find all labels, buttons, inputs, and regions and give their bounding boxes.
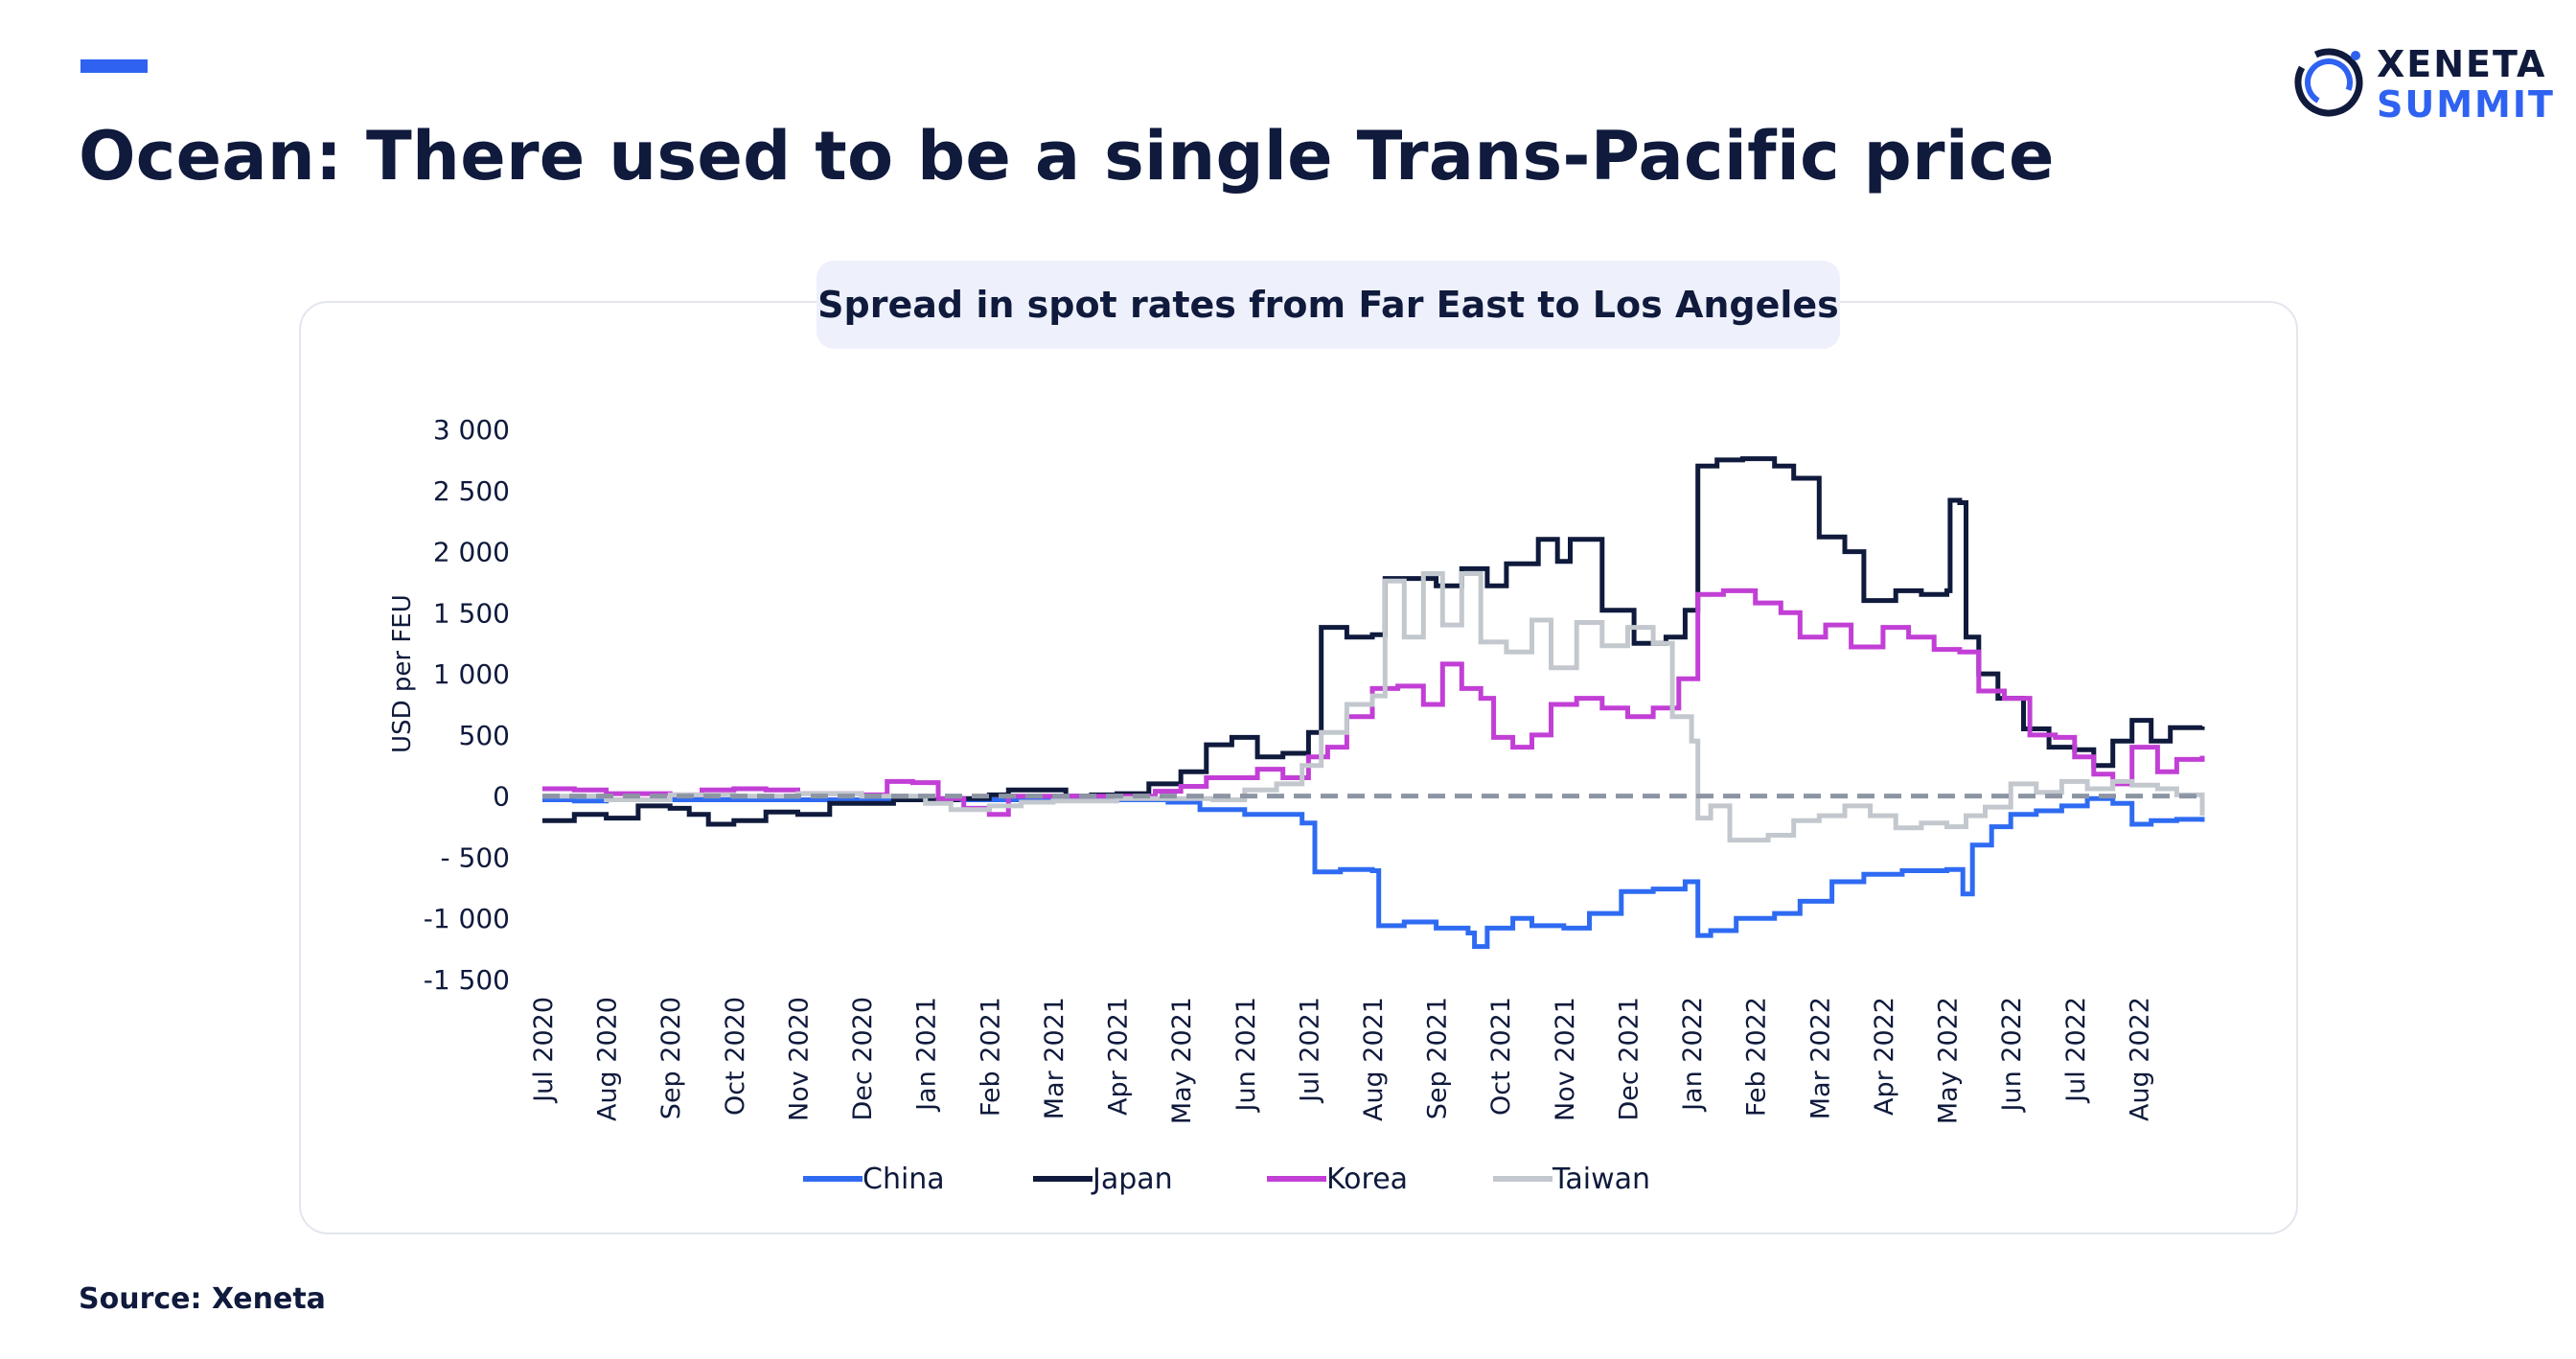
x-tick-label: Aug 2020 — [593, 997, 623, 1121]
x-tick-label: Jan 2022 — [1678, 997, 1708, 1113]
chart-title: Spread in spot rates from Far East to Lo… — [817, 284, 1839, 326]
x-tick-label: Sep 2020 — [656, 997, 686, 1119]
accent-bar — [80, 59, 148, 73]
chart-title-pill: Spread in spot rates from Far East to Lo… — [816, 261, 1840, 349]
y-tick-label: -1 000 — [424, 903, 510, 934]
y-tick-label: -1 500 — [424, 964, 510, 996]
y-tick-label: 3 000 — [433, 414, 510, 446]
y-tick-label: 500 — [459, 720, 510, 751]
x-tick-label: Jan 2021 — [912, 997, 942, 1113]
x-tick-label: Jul 2022 — [2061, 997, 2091, 1104]
x-tick-label: Oct 2021 — [1486, 997, 1516, 1116]
logo-ring-icon — [2294, 48, 2363, 117]
x-tick-label: May 2022 — [1934, 997, 1964, 1124]
x-tick-label: Aug 2021 — [1359, 997, 1389, 1121]
legend-label-taiwan: Taiwan — [1552, 1163, 1650, 1196]
x-tick-label: Feb 2021 — [976, 997, 1005, 1117]
source-note: Source: Xeneta — [79, 1282, 326, 1316]
series-line-china — [542, 795, 2205, 950]
x-tick-label: Oct 2020 — [721, 997, 750, 1116]
page-title: Ocean: There used to be a single Trans-P… — [79, 117, 2055, 196]
x-tick-label: Nov 2020 — [784, 997, 814, 1121]
x-tick-label: Jul 2020 — [529, 997, 559, 1104]
x-tick-label: Dec 2021 — [1614, 997, 1644, 1121]
series-line-korea — [542, 587, 2205, 818]
y-tick-label: 1 000 — [433, 658, 510, 690]
x-tick-label: Apr 2021 — [1104, 997, 1134, 1116]
y-tick-label: 2 000 — [433, 537, 510, 568]
x-tick-label: Jun 2022 — [1997, 997, 2027, 1113]
x-tick-label: Aug 2022 — [2125, 997, 2154, 1121]
x-tick-label: Mar 2021 — [1040, 997, 1070, 1119]
xeneta-summit-logo: XENETA SUMMIT — [2288, 42, 2553, 128]
x-tick-label: Sep 2021 — [1423, 997, 1453, 1119]
x-tick-label: Mar 2022 — [1806, 997, 1835, 1119]
series-line-taiwan — [542, 571, 2205, 843]
logo-text-xeneta: XENETA — [2377, 43, 2547, 85]
y-tick-label: 0 — [493, 781, 510, 813]
x-tick-label: Apr 2022 — [1870, 997, 1899, 1116]
y-tick-label: 2 500 — [433, 475, 510, 507]
x-tick-label: Nov 2021 — [1551, 997, 1580, 1121]
x-tick-label: May 2021 — [1167, 997, 1197, 1124]
series-line-japan — [542, 456, 2205, 827]
y-tick-label: 1 500 — [433, 597, 510, 629]
legend-label-korea: Korea — [1326, 1163, 1408, 1196]
y-tick-label: - 500 — [441, 841, 510, 873]
x-tick-label: Feb 2022 — [1742, 997, 1772, 1117]
logo-text-summit: SUMMIT — [2377, 83, 2555, 126]
x-tick-label: Jul 2021 — [1295, 997, 1324, 1104]
legend-label-china: China — [862, 1163, 945, 1196]
x-tick-label: Dec 2020 — [848, 997, 878, 1121]
legend-label-japan: Japan — [1091, 1163, 1173, 1196]
x-tick-label: Jun 2021 — [1231, 997, 1261, 1113]
y-axis-label: USD per FEU — [388, 594, 417, 753]
